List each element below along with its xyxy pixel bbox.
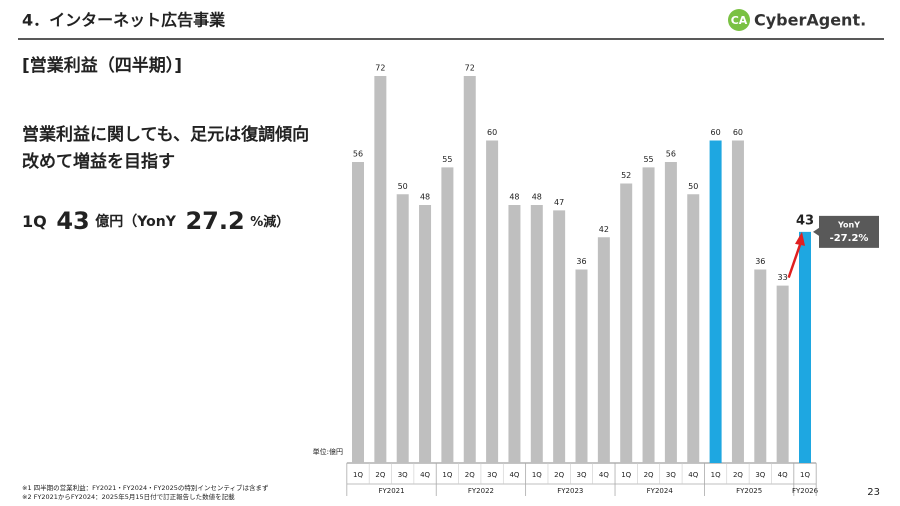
logo-mark: CA <box>731 14 748 27</box>
trend-arrow <box>787 241 803 279</box>
bar <box>486 140 499 463</box>
bar <box>664 162 677 463</box>
value-label: 60 <box>487 128 497 137</box>
value-label: 42 <box>599 225 609 234</box>
slide-title: 4．インターネット広告事業 <box>22 11 226 30</box>
x-tick-label: 3Q <box>487 471 497 479</box>
bar <box>441 167 454 463</box>
summary-rate: 27.2 <box>185 207 244 235</box>
value-label: 36 <box>576 257 586 266</box>
logo-badge <box>728 9 750 31</box>
x-tick-label: 3Q <box>755 471 765 479</box>
summary-quarter: 1Q <box>22 212 47 231</box>
group-label: FY2021 <box>378 487 404 495</box>
value-label-highlight: 43 <box>796 213 814 228</box>
value-label: 50 <box>398 182 408 191</box>
bar <box>463 76 476 463</box>
bar <box>799 231 811 463</box>
badge-text: -27.2% <box>830 233 869 244</box>
value-label: 55 <box>643 155 653 164</box>
summary-amount: 43 <box>56 207 89 235</box>
value-label: 33 <box>778 273 788 282</box>
badge <box>813 215 879 248</box>
bar <box>352 162 364 463</box>
value-label: 60 <box>733 128 743 137</box>
bar <box>709 140 722 463</box>
footnote: ※1 四半期の営業利益：FY2021・FY2024・FY2025の特別インセンテ… <box>22 483 269 492</box>
trend-arrowhead <box>795 231 805 246</box>
x-tick-label: 4Q <box>778 471 788 479</box>
value-label: 48 <box>532 193 542 202</box>
value-label: 48 <box>420 193 430 202</box>
group-label: FY2026 <box>792 487 819 495</box>
group-label: FY2022 <box>468 487 494 495</box>
value-label: 55 <box>442 155 452 164</box>
chart: 56 1Q 72 2Q 50 3Q 48 4Q FY2021 55 1Q 72 2Q 60 3Q 48 4Q FY… <box>346 64 879 496</box>
value-label: 72 <box>375 64 385 73</box>
headline-line: 営業利益に関しても、足元は復調傾向 <box>22 124 309 145</box>
badge-text: YonY <box>837 220 860 229</box>
summary: 1Q 43 億円（YonY 27.2 %減） <box>22 207 289 235</box>
x-tick-label: 2Q <box>554 471 564 479</box>
page-number: 23 <box>867 487 880 498</box>
subtitle: [営業利益（四半期）] <box>22 55 182 76</box>
x-tick-label: 1Q <box>442 471 452 479</box>
x-tick-label: 1Q <box>353 471 363 479</box>
bar <box>687 194 700 463</box>
bar <box>553 210 566 463</box>
value-label: 72 <box>465 64 475 73</box>
group-label: FY2024 <box>647 487 674 495</box>
value-label: 47 <box>554 198 564 207</box>
x-tick-label: 2Q <box>733 471 743 479</box>
x-tick-label: 2Q <box>465 471 475 479</box>
x-tick-label: 4Q <box>599 471 609 479</box>
bar <box>776 285 789 463</box>
x-tick-label: 1Q <box>621 471 631 479</box>
x-tick-label: 3Q <box>398 471 408 479</box>
bar <box>754 269 767 463</box>
bar <box>508 205 521 463</box>
headline-line: 改めて増益を目指す <box>22 151 175 172</box>
x-tick-label: 3Q <box>577 471 587 479</box>
bar <box>530 205 543 463</box>
value-label: 52 <box>621 171 631 180</box>
bar <box>374 76 387 463</box>
bar <box>620 183 633 463</box>
group-label: FY2023 <box>557 487 583 495</box>
bar <box>419 205 432 463</box>
value-label: 48 <box>509 193 519 202</box>
summary-unit: 億円（YonY <box>95 213 176 230</box>
logo-name: CyberAgent. <box>754 11 866 30</box>
bar <box>731 140 744 463</box>
bar <box>597 237 610 463</box>
x-tick-label: 4Q <box>688 471 698 479</box>
value-label: 36 <box>755 257 765 266</box>
x-tick-label: 1Q <box>800 471 810 479</box>
group-label: FY2025 <box>736 487 762 495</box>
x-tick-label: 4Q <box>509 471 519 479</box>
x-tick-label: 3Q <box>666 471 676 479</box>
value-label: 60 <box>711 128 721 137</box>
value-label: 50 <box>688 182 698 191</box>
unit-label: 単位:億円 <box>313 447 343 456</box>
summary-rate-unit: %減） <box>250 214 289 230</box>
footnote: ※2 FY2021からFY2024：2025年5月15日付で訂正報告した数値を記… <box>22 492 235 501</box>
bar <box>642 167 655 463</box>
x-tick-label: 1Q <box>711 471 721 479</box>
bar <box>575 269 588 463</box>
value-label: 56 <box>666 150 676 159</box>
bar <box>396 194 409 463</box>
value-label: 56 <box>353 150 363 159</box>
x-tick-label: 2Q <box>375 471 385 479</box>
x-tick-label: 1Q <box>532 471 542 479</box>
x-tick-label: 2Q <box>644 471 654 479</box>
x-tick-label: 4Q <box>420 471 430 479</box>
